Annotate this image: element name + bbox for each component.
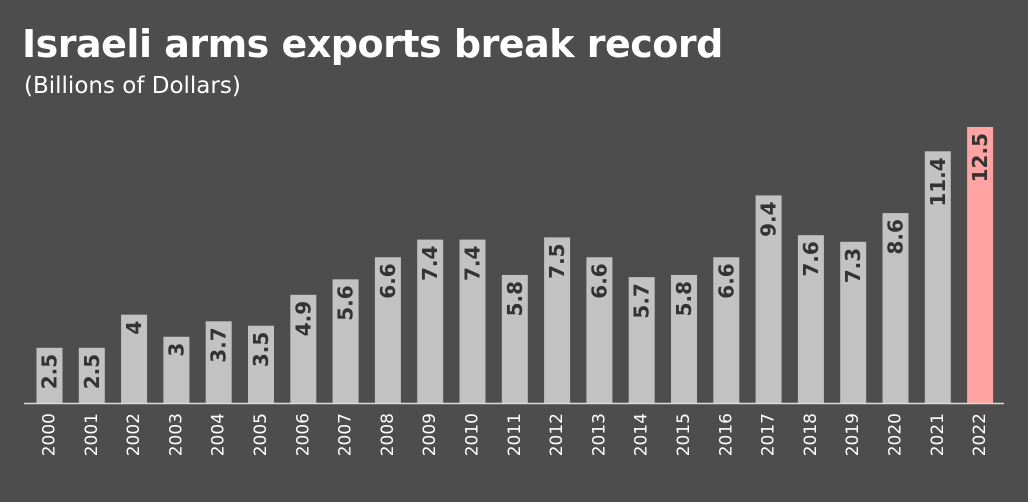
x-tick-labels: 2000 2001 2002 2003 2004 2005 2006 2007 2008 2009… [40,413,991,456]
bar-value-label: 5.7 [630,283,654,318]
x-tick-label: 2013 [589,413,609,456]
bar-2001 [78,347,105,403]
bar-value-label: 5.8 [672,281,696,316]
bar-2015 [671,274,697,403]
bar-value-label: 6.6 [714,263,738,298]
bar-2006 [290,294,317,403]
bar-2012 [544,237,571,403]
bar-value-label: 3 [164,343,188,357]
bar-2011 [501,274,528,403]
bar-value-label: 5.8 [503,281,527,316]
chart-title: Israeli arms exports break record [22,22,723,66]
x-tick-label: 2007 [336,413,356,456]
bar-value-label: 7.3 [841,248,865,283]
x-tick-label: 2009 [420,413,440,456]
bar-value-label: 7.4 [461,246,485,281]
bar-value-label: 6.6 [376,263,400,298]
x-tick-label: 2006 [293,413,313,456]
x-tick-label: 2004 [209,413,229,456]
x-tick-label: 2003 [166,413,186,456]
chart-subtitle: (Billions of Dollars) [24,73,241,99]
bar-2002 [121,314,148,403]
bar-value-label: 7.4 [418,246,442,281]
bar-2004 [205,321,232,403]
x-tick-label: 2020 [886,413,906,456]
bar-value-label: 8.6 [884,219,908,254]
bar-2020 [882,213,909,403]
x-tick-label: 2015 [674,413,694,456]
x-tick-label: 2018 [801,413,821,456]
x-tick-label: 2008 [378,413,398,456]
bar-2010 [459,239,486,403]
x-tick-label: 2012 [547,413,567,456]
bar-2017 [755,195,782,403]
bar-value-label: 6.6 [587,263,611,298]
x-tick-label: 2017 [759,413,779,456]
x-tick-label: 2010 [463,413,483,456]
bars-group: 2.5 2.5 4 3 3.7 3.5 4.9 5.6 6.6 7.4 7.4 5.8 7.5 6.6 5.… [36,127,994,403]
bar-value-label: 7.6 [799,241,823,276]
bar-value-label: 5.6 [334,285,358,320]
bar-value-label: 7.5 [545,243,569,278]
bar-2008 [374,257,401,403]
x-tick-label: 2014 [632,413,652,456]
bar-value-label: 11.4 [926,157,950,206]
x-tick-label: 2001 [82,413,102,456]
bar-value-label: 4.9 [291,301,315,336]
bar-value-label: 3.5 [249,332,273,367]
x-tick-label: 2016 [716,413,736,456]
x-tick-label: 2022 [970,413,990,456]
bar-2000 [36,347,63,403]
bar-2003 [163,336,190,403]
x-tick-label: 2002 [124,413,144,456]
bar-value-label: 3.7 [207,327,231,362]
bar-2005 [248,325,274,403]
x-tick-label: 2021 [928,413,948,456]
bar-value-label: 2.5 [80,354,104,389]
bar-2019 [840,241,867,403]
x-tick-label: 2011 [505,413,525,456]
bar-2018 [797,235,824,403]
bar-value-label: 12.5 [968,133,992,182]
x-tick-label: 2000 [40,413,60,456]
bar-2016 [713,257,740,403]
bar-2009 [417,239,444,403]
bar-2021 [924,151,951,403]
x-tick-label: 2005 [251,413,271,456]
bar-2014 [628,277,655,403]
bar-value-label: 4 [122,321,146,335]
bar-2022 [967,127,994,403]
bar-value-label: 2.5 [38,354,62,389]
bar-2013 [586,257,613,403]
x-tick-label: 2019 [843,413,863,456]
bar-2007 [332,279,359,403]
bar-value-label: 9.4 [757,201,781,236]
